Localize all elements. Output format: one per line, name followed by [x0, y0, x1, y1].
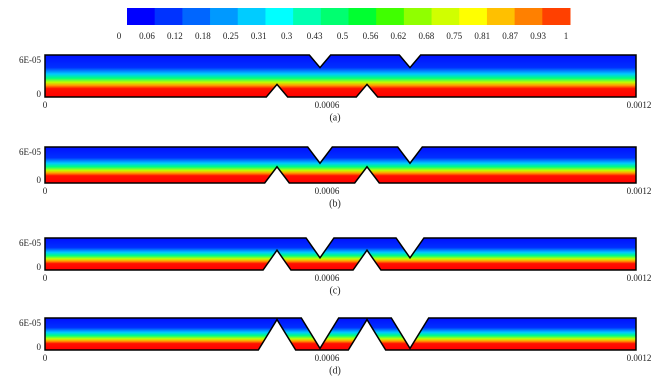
- colorbar-label: 1: [564, 31, 569, 41]
- flow-field: [44, 54, 637, 98]
- flow-field: [44, 317, 637, 351]
- colorbar-swatch: [542, 8, 571, 25]
- colorbar-swatch: [459, 8, 488, 25]
- colorbar-swatch: [210, 8, 239, 25]
- colorbar-label: 0.75: [446, 31, 462, 41]
- y-tick-label: 0: [37, 342, 42, 352]
- y-tick-label: 6E-05: [19, 238, 41, 248]
- colorbar-label: 0.25: [223, 31, 239, 41]
- colorbar-label: 0.43: [307, 31, 323, 41]
- colorbar-swatch: [154, 8, 183, 25]
- x-tick-label: 0: [43, 273, 48, 283]
- colorbar-label: 0.18: [195, 31, 211, 41]
- colorbar-swatch: [127, 8, 156, 25]
- y-tick-label: 6E-05: [19, 318, 41, 328]
- x-tick-label: 0: [43, 186, 48, 196]
- colorbar-swatch: [486, 8, 516, 25]
- panel-caption: (a): [329, 112, 340, 123]
- x-tick-label: 0.0012: [627, 100, 652, 110]
- colorbar-swatch: [431, 8, 460, 25]
- colorbar-label: 0.06: [139, 31, 155, 41]
- x-tick-label: 0.0006: [315, 273, 340, 283]
- colorbar-label: 0.31: [251, 31, 267, 41]
- colorbar-swatch: [265, 8, 294, 25]
- colorbar-label: 0.5: [337, 31, 349, 41]
- colorbar-swatch: [348, 8, 377, 25]
- colorbar-swatch: [320, 8, 349, 25]
- x-tick-label: 0.0006: [315, 353, 340, 363]
- colorbar-label: 0.93: [530, 31, 546, 41]
- colorbar-label: 0.81: [474, 31, 490, 41]
- colorbar-swatch: [182, 8, 211, 25]
- colorbar-label: 0.12: [167, 31, 183, 41]
- x-tick-label: 0: [43, 100, 48, 110]
- flow-field: [44, 237, 637, 271]
- panel-caption: (c): [329, 285, 340, 296]
- x-tick-label: 0.0012: [627, 273, 652, 283]
- colorbar-label: 0.68: [418, 31, 434, 41]
- x-tick-label: 0.0006: [315, 100, 340, 110]
- panel-caption: (d): [329, 365, 341, 376]
- y-tick-label: 6E-05: [19, 55, 41, 65]
- y-tick-label: 0: [37, 262, 42, 272]
- flow-field: [44, 146, 637, 184]
- x-tick-label: 0: [43, 353, 48, 363]
- y-tick-label: 0: [37, 89, 42, 99]
- colorbar-swatch: [237, 8, 266, 25]
- x-tick-label: 0.0012: [627, 353, 652, 363]
- x-tick-label: 0.0012: [627, 186, 652, 196]
- colorbar-swatch: [403, 8, 433, 25]
- colorbar-label: 0.62: [391, 31, 407, 41]
- colorbar-label: 0.3: [281, 31, 293, 41]
- colorbar-label: 0.56: [363, 31, 379, 41]
- colorbar-label: 0.87: [502, 31, 518, 41]
- y-tick-label: 6E-05: [19, 147, 41, 157]
- colorbar-swatch: [376, 8, 405, 25]
- colorbar-swatch: [514, 8, 543, 25]
- panel-caption: (b): [329, 198, 341, 209]
- y-tick-label: 0: [37, 175, 42, 185]
- colorbar-label: 0: [117, 31, 122, 41]
- colorbar-swatch: [293, 8, 322, 25]
- x-tick-label: 0.0006: [315, 186, 340, 196]
